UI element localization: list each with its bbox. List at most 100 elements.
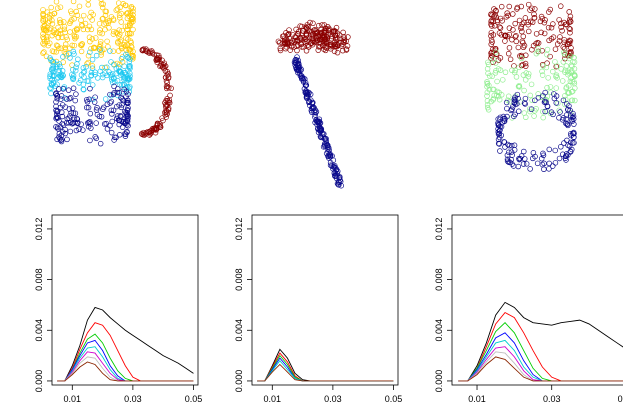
- cloud-point: [277, 45, 284, 52]
- cloud-point: [298, 73, 305, 79]
- cloud-point: [58, 71, 65, 77]
- data-line: [458, 311, 623, 382]
- cloud-point: [546, 160, 552, 167]
- cloud-point: [163, 78, 170, 84]
- cloud-point: [563, 85, 569, 91]
- cloud-point: [554, 41, 561, 47]
- cloud-point: [322, 44, 329, 50]
- cloud-point: [59, 121, 66, 127]
- cloud-point: [70, 85, 77, 92]
- y-tick-label: 0.000: [34, 370, 44, 393]
- cloud-point: [54, 108, 61, 114]
- cloud-point: [168, 85, 174, 92]
- cloud-point: [546, 146, 553, 153]
- cloud-point: [502, 32, 509, 39]
- cloud-point: [53, 0, 60, 5]
- cloud-point: [525, 71, 532, 77]
- cloud-point: [119, 124, 126, 130]
- cloud-point: [497, 24, 503, 30]
- cloud-point: [528, 81, 535, 88]
- cloud-point: [561, 49, 567, 56]
- cloud-point: [319, 22, 325, 28]
- plot-frame: [51, 214, 199, 386]
- cloud-point: [531, 11, 537, 18]
- cloud-point: [72, 27, 78, 34]
- cloud-point: [147, 131, 154, 137]
- cloud-point: [63, 96, 70, 102]
- cloud-point: [511, 113, 517, 120]
- cloud-point: [107, 100, 113, 106]
- cloud-point: [99, 64, 105, 71]
- cloud-point: [122, 131, 128, 137]
- cloud-point: [540, 108, 546, 115]
- cloud-point: [506, 3, 512, 10]
- cloud-point: [167, 92, 173, 99]
- cloud-point: [325, 153, 331, 159]
- cloud-point: [318, 127, 325, 133]
- cloud-point: [107, 48, 113, 54]
- cloud-point: [526, 28, 532, 35]
- cloud-point: [84, 104, 90, 111]
- cloud-point: [535, 94, 542, 101]
- cloud-point: [281, 39, 288, 45]
- cloud-point: [157, 63, 163, 70]
- cloud-point: [158, 61, 164, 67]
- cloud-point: [110, 16, 117, 22]
- cloud-point: [104, 126, 111, 132]
- cloud-point: [76, 126, 82, 132]
- cloud-point: [84, 60, 90, 67]
- cloud-point: [54, 111, 60, 117]
- cloud-point: [519, 28, 525, 35]
- cloud-point: [294, 66, 300, 73]
- cloud-point: [546, 9, 552, 15]
- cloud-point: [124, 113, 131, 120]
- cloud-point: [101, 121, 108, 127]
- cloud-point: [122, 133, 129, 139]
- y-tick-label: 0.012: [34, 218, 44, 241]
- cloud-point: [127, 63, 133, 69]
- cloud-point: [73, 8, 80, 15]
- cloud-point: [275, 38, 282, 45]
- cloud-point: [502, 38, 508, 44]
- cloud-point: [486, 73, 493, 79]
- cloud-point: [571, 130, 577, 137]
- cloud-point: [153, 125, 159, 131]
- cloud-point: [556, 38, 563, 44]
- cloud-point: [84, 78, 91, 84]
- cloud-point: [83, 63, 89, 70]
- cloud-point: [48, 4, 54, 11]
- cloud-point: [312, 112, 318, 118]
- cloud-point: [304, 38, 310, 45]
- cloud-point: [97, 68, 104, 75]
- cloud-point: [84, 99, 91, 105]
- cloud-point: [542, 98, 548, 105]
- cloud-point: [532, 153, 538, 160]
- cloud-point: [512, 101, 519, 107]
- cloud-point: [84, 26, 91, 33]
- cloud-point: [334, 170, 341, 177]
- data-line: [257, 348, 394, 382]
- cloud-point: [534, 160, 541, 167]
- cloud-point: [321, 135, 328, 142]
- cloud-point: [116, 33, 122, 39]
- cloud-point: [558, 24, 564, 30]
- cloud-point: [99, 74, 106, 81]
- cloud-point: [85, 52, 92, 59]
- cloud-point: [90, 11, 96, 18]
- cloud-point: [572, 97, 578, 104]
- cloud-point: [85, 2, 92, 8]
- cloud-point: [98, 114, 105, 120]
- cloud-point: [59, 72, 66, 78]
- cloud-point: [561, 45, 568, 52]
- cloud-point: [527, 166, 533, 172]
- cloud-point: [501, 139, 508, 145]
- cloud-point: [72, 33, 78, 40]
- cloud-point: [310, 20, 316, 27]
- y-tick-label: 0.004: [434, 319, 444, 342]
- cloud-point: [69, 120, 75, 127]
- cloud-point: [54, 92, 61, 99]
- cloud-point: [548, 89, 554, 96]
- cloud-point: [566, 9, 572, 15]
- cloud-point: [51, 72, 57, 79]
